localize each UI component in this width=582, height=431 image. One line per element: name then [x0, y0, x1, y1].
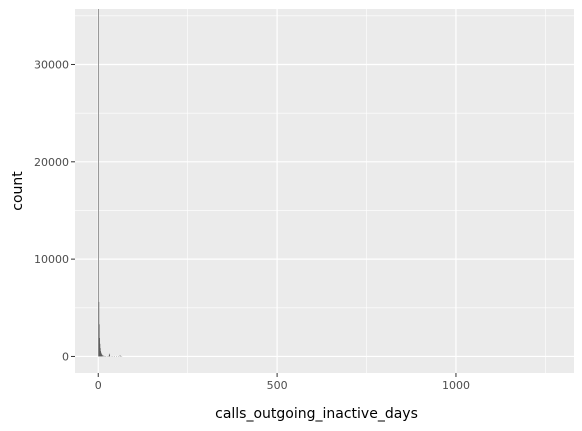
- x-tick-label: 0: [95, 379, 102, 392]
- y-tick-label: 10000: [34, 253, 69, 266]
- histogram-bar: [112, 356, 114, 357]
- histogram-bar: [98, 9, 99, 357]
- histogram-bar: [119, 355, 121, 357]
- histogram-bar: [100, 351, 101, 357]
- x-axis-title: calls_outgoing_inactive_days: [215, 406, 418, 422]
- histogram-bar: [99, 343, 101, 357]
- histogram-bar: [105, 356, 107, 357]
- y-tick-label: 0: [62, 350, 69, 363]
- histogram-bar: [101, 353, 102, 357]
- histogram-bar: [102, 355, 104, 357]
- y-tick-label: 30000: [34, 58, 69, 71]
- histogram-bar: [106, 356, 108, 357]
- histogram-bar: [110, 355, 112, 357]
- histogram-bar: [117, 356, 119, 357]
- y-axis-ticks: 0 10000 20000 30000: [34, 58, 75, 363]
- histogram-bar: [99, 337, 100, 357]
- histogram-bar: [100, 348, 101, 357]
- histogram-bar: [100, 352, 102, 357]
- plot-panel: [75, 9, 574, 373]
- x-axis-ticks: 0 500 1000: [95, 373, 470, 392]
- y-axis-title: count: [10, 171, 26, 211]
- histogram-bar: [114, 356, 115, 357]
- major-gridlines: [75, 9, 574, 373]
- histogram-bar: [98, 324, 100, 357]
- histogram-bar: [103, 355, 104, 357]
- histogram-bar: [121, 356, 123, 357]
- histogram-bar: [120, 355, 121, 357]
- histogram-bar: [101, 354, 103, 357]
- histogram-bar: [104, 355, 105, 357]
- histogram-bar: [116, 356, 117, 357]
- histogram-bar: [108, 355, 109, 357]
- histogram-bar: [108, 353, 110, 357]
- minor-gridlines: [75, 9, 574, 373]
- y-tick-label: 20000: [34, 156, 69, 169]
- histogram-bar: [109, 354, 110, 357]
- histogram-bar: [101, 354, 103, 357]
- x-tick-label: 1000: [442, 379, 470, 392]
- histogram-bars: [98, 9, 123, 357]
- histogram-bar: [98, 301, 100, 357]
- x-tick-label: 500: [267, 379, 288, 392]
